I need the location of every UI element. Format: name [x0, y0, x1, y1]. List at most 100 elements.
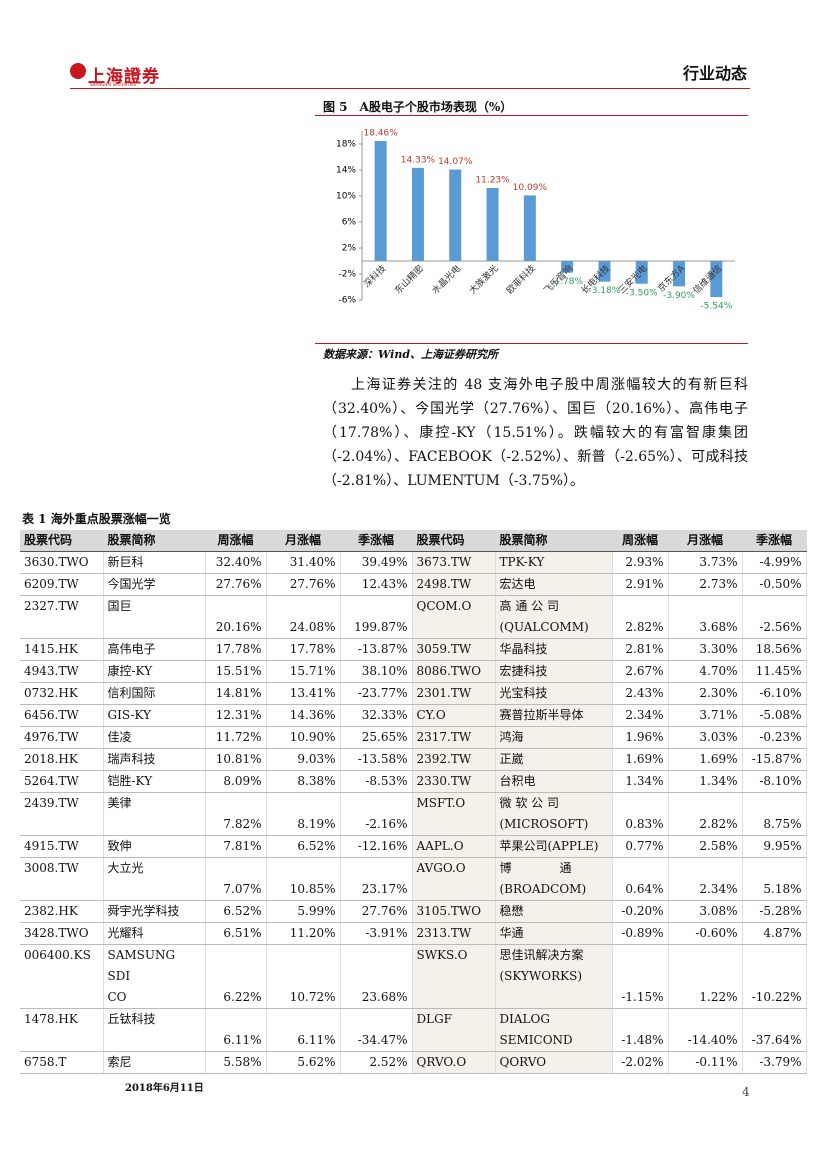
table-cell: MSFT.O	[412, 792, 496, 836]
table-cell: 6.52%	[205, 900, 267, 923]
y-tick-label: -2%	[338, 270, 356, 280]
table-row: 2018.HK 瑞声科技 10.81% 9.03% -13.58% 2392.TW 正崴 1.…	[20, 748, 807, 771]
table-cell: 14.81%	[205, 682, 267, 705]
y-tick-label: 18%	[336, 140, 356, 150]
section-title: 行业动态	[682, 64, 747, 83]
table-row: 006400.KS SAMSUNG SDI CO 6.22% 10.72% 23.68%…	[20, 944, 807, 1009]
table-body: 3630.TWO 新巨科 32.40% 31.40% 39.49% 3673.TW TPK-…	[20, 551, 807, 1074]
chart: 18% 14% 10% 6% 2% -2% -6% 18.46% 深科技 14.33% 东山精密 14…	[336, 129, 735, 312]
table-cell: 华晶科技	[495, 638, 613, 661]
table-cell: -13.58%	[340, 748, 413, 771]
table-row: 3428.TWO 光耀科 6.51% 11.20% -3.91% 2313.TW 华通 -0.…	[20, 922, 807, 945]
table-cell: -14.40%	[668, 1008, 743, 1052]
table-cell: 2.30%	[668, 682, 743, 705]
logo-icon	[70, 63, 86, 79]
table-cell: 7.81%	[205, 835, 267, 858]
table-cell: 高 通 公 司 (QUALCOMM)	[495, 595, 613, 639]
table-cell: 索尼	[103, 1051, 206, 1074]
table-cell: QCOM.O	[412, 595, 496, 639]
table-row: 1415.HK 高伟电子 17.78% 17.78% -13.87% 3059.TW 华晶科…	[20, 638, 807, 661]
table-cell: 6758.T	[20, 1051, 104, 1074]
table-cell: 6456.TW	[20, 704, 104, 727]
table-cell: 3.68%	[668, 595, 743, 639]
column-header: 股票代码	[412, 530, 496, 552]
table-cell: 稳懋	[495, 900, 613, 923]
table-cell: -13.87%	[340, 638, 413, 661]
header-rule	[70, 88, 750, 89]
table-cell: 舜宇光学科技	[103, 900, 206, 923]
table-cell: -0.60%	[668, 922, 743, 945]
table-cell: 3.08%	[668, 900, 743, 923]
table-cell: SWKS.O	[412, 944, 496, 1009]
table-cell: -0.20%	[612, 900, 669, 923]
column-header: 周涨幅	[612, 530, 669, 552]
table-cell: AAPL.O	[412, 835, 496, 858]
table-cell: -4.99%	[742, 551, 807, 574]
table-cell: 8.75%	[742, 792, 807, 836]
table-cell: 2.82%	[612, 595, 669, 639]
table-cell: 3.03%	[668, 726, 743, 749]
source-rule	[315, 343, 748, 344]
table-cell: 5.58%	[205, 1051, 267, 1074]
figure-rule	[315, 115, 748, 116]
column-header: 周涨幅	[205, 530, 267, 552]
table-cell: 8.38%	[266, 770, 341, 793]
figure-source: 数据来源：Wind、上海证券研究所	[323, 348, 499, 361]
table-cell: 2.67%	[612, 660, 669, 683]
column-header: 股票代码	[20, 530, 104, 552]
table-cell: 10.85%	[266, 857, 341, 901]
table-cell: 信利国际	[103, 682, 206, 705]
table-cell: -2.16%	[340, 792, 413, 836]
table-cell: 3008.TW	[20, 857, 104, 901]
table-cell: 2.82%	[668, 792, 743, 836]
bar	[374, 141, 387, 261]
table-cell: 华通	[495, 922, 613, 945]
table-cell: 瑞声科技	[103, 748, 206, 771]
table-row: 6209.TW 今国光学 27.76% 27.76% 12.43% 2498.TW 宏达电 2…	[20, 573, 807, 596]
table-cell: 铠胜-KY	[103, 770, 206, 793]
table-cell: 3428.TWO	[20, 922, 104, 945]
table-cell: 0.83%	[612, 792, 669, 836]
table-cell: 2.52%	[340, 1051, 413, 1074]
table-cell: -1.15%	[612, 944, 669, 1009]
table-cell: 8.09%	[205, 770, 267, 793]
table-cell: -2.02%	[612, 1051, 669, 1074]
table-cell: 高伟电子	[103, 638, 206, 661]
table-cell: 2301.TW	[412, 682, 496, 705]
table-row: 2327.TW 国巨 20.16% 24.08% 199.87% QCOM.O 高 通 公 …	[20, 595, 807, 639]
paragraph: 上海证券关注的 48 支海外电子股中周涨幅较大的有新巨科（32.40%）、今国光…	[323, 377, 748, 489]
table-cell: 3059.TW	[412, 638, 496, 661]
table-cell: 新巨科	[103, 551, 206, 574]
table-cell: 光宝科技	[495, 682, 613, 705]
header-row: 股票代码 股票简称 周涨幅 月涨幅 季涨幅 股票代码 股票简称 周涨幅 月涨幅 季涨幅	[20, 530, 807, 552]
table-cell: 6.11%	[205, 1008, 267, 1052]
table-cell: 5.99%	[266, 900, 341, 923]
table-cell: 27.76%	[266, 573, 341, 596]
table-cell: 6209.TW	[20, 573, 104, 596]
table-cell: 大立光	[103, 857, 206, 901]
y-tick-label: 2%	[342, 244, 357, 254]
table-cell: 11.20%	[266, 922, 341, 945]
table-cell: 4.70%	[668, 660, 743, 683]
value-label: 10.09%	[513, 183, 548, 193]
table-cell: 6.52%	[266, 835, 341, 858]
bar	[598, 261, 611, 282]
table-cell: 2.73%	[668, 573, 743, 596]
table-cell: -8.53%	[340, 770, 413, 793]
table-cell: 3.71%	[668, 704, 743, 727]
table-cell: 199.87%	[340, 595, 413, 639]
table-row: 2382.HK 舜宇光学科技 6.52% 5.99% 27.76% 3105.TWO 稳懋 -…	[20, 900, 807, 923]
table-cell: 3.73%	[668, 551, 743, 574]
table-cell: 8086.TWO	[412, 660, 496, 683]
table-cell: 39.49%	[340, 551, 413, 574]
value-label: 18.46%	[363, 129, 398, 139]
table-cell: -3.79%	[742, 1051, 807, 1074]
table-cell: 24.08%	[266, 595, 341, 639]
table-cell: -2.56%	[742, 595, 807, 639]
table-cell: -34.47%	[340, 1008, 413, 1052]
table-cell: 4943.TW	[20, 660, 104, 683]
table-cell: 5.18%	[742, 857, 807, 901]
table-cell: DIALOG SEMICOND	[495, 1008, 613, 1052]
table-cell: TPK-KY	[495, 551, 613, 574]
table-cell: 4.87%	[742, 922, 807, 945]
